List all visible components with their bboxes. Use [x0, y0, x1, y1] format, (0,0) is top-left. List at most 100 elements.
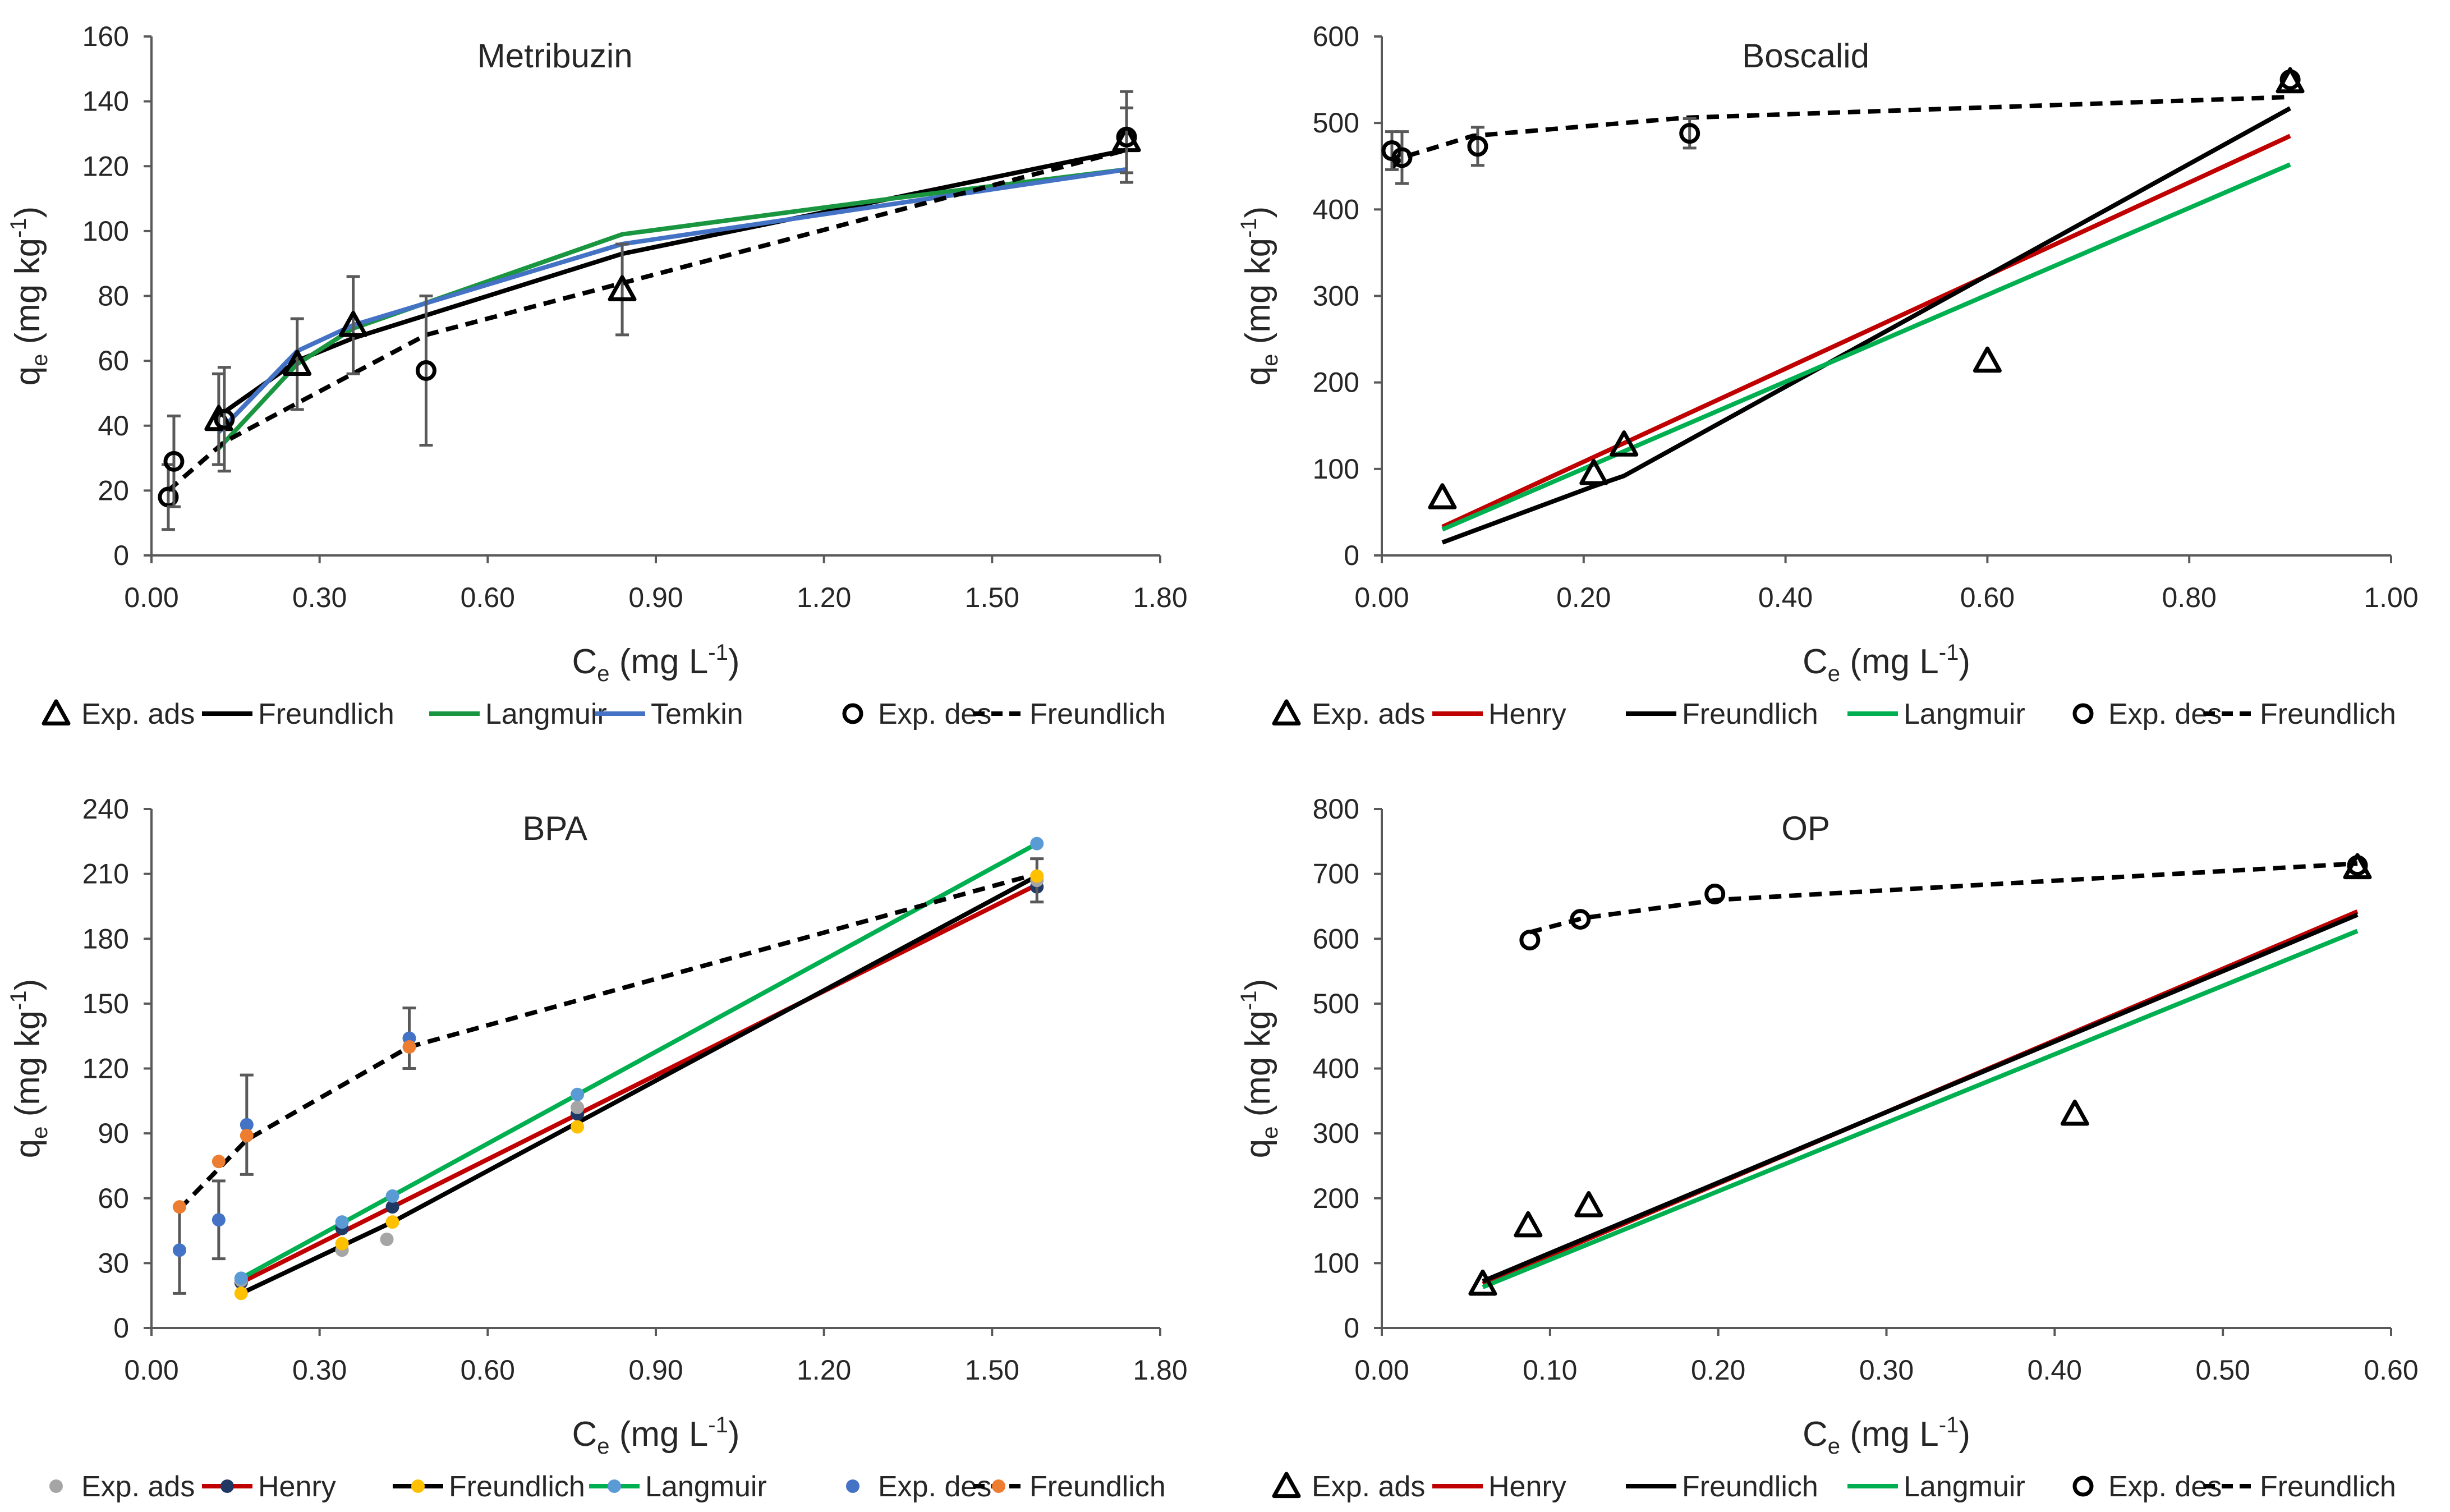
x-tick-label: 0.90 [628, 1354, 683, 1386]
y-tick-label: 20 [98, 475, 129, 506]
x-axis-label-close: ) [728, 1415, 740, 1454]
x-tick-label: 0.60 [461, 1354, 515, 1386]
legend-item: Freundlich [2204, 1470, 2396, 1503]
x-tick-label: 1.80 [1133, 582, 1187, 613]
x-axis-label-close: ) [1959, 1415, 1970, 1454]
data-point-exp-des [214, 408, 235, 430]
legend-item: Exp. ads [1272, 1470, 1425, 1503]
y-tick-label: 140 [82, 86, 129, 117]
legend-item: Freundlich [202, 698, 394, 730]
x-axis-label-sup: -1 [1939, 1413, 1959, 1437]
data-point-freundlich [571, 1120, 585, 1134]
y-axis-label-main: q [8, 366, 47, 385]
data-point-freundlich [234, 1286, 248, 1300]
y-axis-label-main: q [8, 1139, 47, 1158]
x-tick-label: 0.00 [1354, 1354, 1409, 1386]
data-point-exp-des [1679, 123, 1700, 144]
legend-label: Freundlich [2260, 698, 2396, 730]
y-tick-label: 40 [98, 410, 129, 442]
y-tick-label: 300 [1313, 281, 1359, 312]
y-axis-label-close: ) [8, 979, 47, 991]
data-point-freundlich [212, 1155, 226, 1169]
y-tick-label: 500 [1313, 988, 1359, 1019]
y-tick-label: 200 [1313, 1183, 1359, 1214]
x-axis-label: Ce (mg L-1) [572, 1413, 740, 1459]
legend-item: Henry [202, 1470, 336, 1503]
y-tick-label: 0 [1344, 540, 1359, 571]
x-tick-label: 1.20 [797, 1354, 851, 1386]
x-tick-label: 0.60 [2364, 1354, 2418, 1386]
y-axis-label-sub: e [27, 354, 52, 366]
data-point-langmuir [1030, 837, 1044, 851]
data-point-langmuir [335, 1215, 349, 1229]
legend-dot-icon [220, 1479, 234, 1493]
x-axis-label-sup: -1 [708, 640, 728, 665]
chart-title: BPA [522, 810, 587, 847]
y-tick-label: 120 [82, 150, 129, 182]
legend-label: Exp. ads [1312, 698, 1425, 730]
legend-label: Exp. des [878, 698, 991, 730]
y-axis-label-sub: e [27, 1127, 52, 1139]
data-point-langmuir [385, 1189, 399, 1203]
legend-label: Langmuir [1904, 1470, 2025, 1503]
legend-item: Exp. des [2072, 1470, 2222, 1503]
x-axis-label-unit: (mg L [610, 642, 709, 681]
legend-item: Temkin [595, 698, 743, 730]
y-axis-label: qe (mg kg-1) [6, 206, 52, 386]
y-axis-label-unit: (mg kg [8, 238, 47, 354]
data-point-exp-des [172, 1243, 186, 1257]
y-axis-label-sup: -1 [1237, 218, 1261, 238]
legend-triangle-icon [1272, 699, 1301, 726]
legend-label: Exp. ads [81, 1470, 195, 1503]
series-line-henry [240, 883, 1038, 1285]
legend-item: Exp. ads [42, 698, 195, 730]
legend-label: Exp. ads [81, 698, 195, 730]
x-axis-label-sup: -1 [1939, 640, 1959, 665]
x-tick-label: 0.10 [1523, 1354, 1577, 1386]
legend-item: Freundlich [1626, 698, 1818, 730]
legend-item: Langmuir [429, 698, 607, 730]
y-tick-label: 500 [1313, 107, 1359, 139]
series-line-freundlich [1529, 861, 2358, 935]
x-axis-label-sub: e [597, 661, 609, 686]
legend-circle-icon [2072, 1476, 2094, 1497]
data-point-langmuir [234, 1271, 248, 1285]
data-point-freundlich [335, 1237, 349, 1251]
legend-item: Langmuir [1847, 698, 2025, 730]
y-tick-label: 600 [1313, 21, 1359, 52]
x-axis-label-main: C [1803, 1415, 1828, 1454]
data-point-exp-des [1519, 930, 1541, 951]
y-axis-label: qe (mg kg-1) [1237, 979, 1283, 1159]
y-tick-label: 210 [82, 858, 129, 890]
y-tick-label: 120 [82, 1053, 129, 1084]
y-axis-label-main: q [1239, 1139, 1277, 1158]
legend-label: Exp. des [2108, 698, 2222, 730]
y-axis-label-sup: -1 [6, 990, 31, 1010]
data-point-exp-des [1570, 909, 1591, 930]
y-axis-label-sup: -1 [6, 218, 31, 238]
legend-item: Freundlich [973, 698, 1166, 730]
series-line-temkin [217, 167, 1127, 434]
legend-label: Langmuir [645, 1470, 767, 1503]
x-tick-label: 0.00 [1354, 582, 1409, 613]
x-axis-label-unit: (mg L [1840, 1415, 1939, 1454]
legend-label: Freundlich [1682, 698, 1818, 730]
y-axis-label-sub: e [1258, 354, 1283, 366]
x-tick-label: 1.00 [2364, 582, 2418, 613]
y-tick-label: 60 [98, 345, 129, 376]
y-axis-label: qe (mg kg-1) [6, 979, 52, 1159]
legend-item: Exp. des [846, 1470, 991, 1503]
legend-item: Langmuir [1847, 1470, 2025, 1503]
series-line-langmuir [1482, 929, 2359, 1289]
y-tick-label: 160 [82, 21, 129, 52]
legend-label: Exp. des [878, 1470, 991, 1503]
data-point-exp-ads [1973, 346, 2002, 373]
legend-item: Langmuir [589, 1470, 767, 1503]
x-tick-label: 0.30 [292, 1354, 347, 1386]
y-tick-label: 200 [1313, 367, 1359, 398]
y-axis-label-unit: (mg kg [1239, 1010, 1277, 1127]
x-axis-label-close: ) [728, 642, 740, 681]
legend-item: Exp. ads [49, 1470, 195, 1503]
series-line-langmuir [240, 842, 1038, 1280]
